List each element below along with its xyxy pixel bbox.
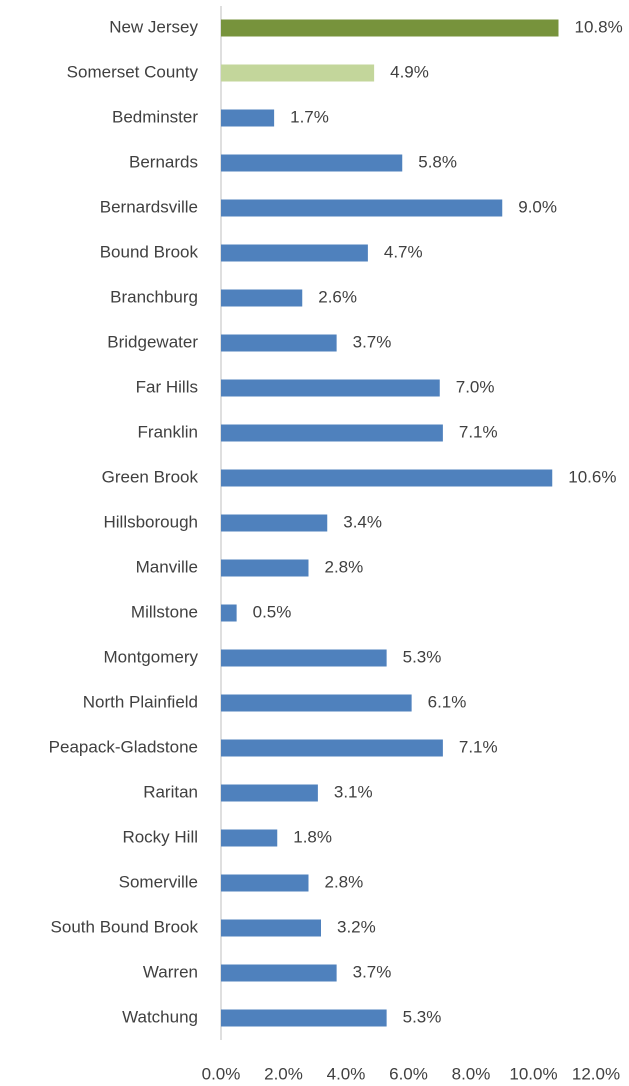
bar xyxy=(221,649,387,667)
data-label: 0.5% xyxy=(253,602,292,621)
data-label: 6.1% xyxy=(428,692,467,711)
y-tick-label: Bernardsville xyxy=(100,197,198,216)
y-tick-label: Raritan xyxy=(143,782,198,801)
y-tick-label: Manville xyxy=(136,557,198,576)
data-label: 2.6% xyxy=(318,287,357,306)
data-label: 2.8% xyxy=(325,557,364,576)
x-tick-label: 2.0% xyxy=(264,1064,303,1083)
data-label: 4.7% xyxy=(384,242,423,261)
y-tick-label: Rocky Hill xyxy=(122,827,198,846)
y-tick-label: Bound Brook xyxy=(100,242,199,261)
y-tick-label: Somerville xyxy=(119,872,198,891)
data-label: 3.4% xyxy=(343,512,382,531)
data-label: 10.8% xyxy=(575,17,623,36)
bar xyxy=(221,64,375,82)
bar xyxy=(221,1009,387,1027)
y-tick-label: North Plainfield xyxy=(83,692,198,711)
y-tick-label: Far Hills xyxy=(136,377,198,396)
x-tick-label: 8.0% xyxy=(452,1064,491,1083)
data-label: 1.8% xyxy=(293,827,332,846)
y-tick-label: South Bound Brook xyxy=(51,917,199,936)
bar xyxy=(221,829,278,847)
x-tick-label: 4.0% xyxy=(327,1064,366,1083)
data-label: 3.7% xyxy=(353,332,392,351)
y-tick-label: Branchburg xyxy=(110,287,198,306)
y-tick-label: Somerset County xyxy=(67,62,199,81)
bar xyxy=(221,379,440,397)
bar xyxy=(221,19,559,37)
bar xyxy=(221,559,309,577)
y-tick-label: New Jersey xyxy=(109,17,198,36)
bar xyxy=(221,784,318,802)
x-tick-label: 6.0% xyxy=(389,1064,428,1083)
bar xyxy=(221,424,443,442)
data-label: 10.6% xyxy=(568,467,616,486)
bar xyxy=(221,739,443,757)
y-tick-label: Green Brook xyxy=(102,467,199,486)
bar xyxy=(221,874,309,892)
data-label: 5.3% xyxy=(403,647,442,666)
bar xyxy=(221,109,275,127)
bar xyxy=(221,919,321,937)
y-tick-label: Bridgewater xyxy=(107,332,198,351)
x-tick-label: 0.0% xyxy=(202,1064,241,1083)
bar xyxy=(221,694,412,712)
data-label: 3.2% xyxy=(337,917,376,936)
x-tick-label: 12.0% xyxy=(572,1064,620,1083)
bar xyxy=(221,334,337,352)
data-label: 1.7% xyxy=(290,107,329,126)
data-label: 5.3% xyxy=(403,1007,442,1026)
data-label: 7.1% xyxy=(459,737,498,756)
x-tick-label: 10.0% xyxy=(509,1064,557,1083)
y-tick-label: Hillsborough xyxy=(104,512,199,531)
data-label: 7.1% xyxy=(459,422,498,441)
y-tick-label: Warren xyxy=(143,962,198,981)
bar xyxy=(221,604,237,622)
bar xyxy=(221,514,328,532)
data-label: 7.0% xyxy=(456,377,495,396)
bar xyxy=(221,244,368,262)
bar xyxy=(221,964,337,982)
data-label: 2.8% xyxy=(325,872,364,891)
y-tick-label: Bernards xyxy=(129,152,198,171)
data-label: 3.1% xyxy=(334,782,373,801)
bar xyxy=(221,469,553,487)
y-tick-label: Franklin xyxy=(138,422,198,441)
y-tick-label: Watchung xyxy=(122,1007,198,1026)
y-tick-label: Peapack-Gladstone xyxy=(49,737,198,756)
data-label: 3.7% xyxy=(353,962,392,981)
y-tick-label: Millstone xyxy=(131,602,198,621)
data-label: 5.8% xyxy=(418,152,457,171)
y-tick-label: Bedminster xyxy=(112,107,198,126)
y-tick-label: Montgomery xyxy=(104,647,199,666)
bar xyxy=(221,199,503,217)
bar xyxy=(221,289,303,307)
data-label: 4.9% xyxy=(390,62,429,81)
bar xyxy=(221,154,403,172)
data-label: 9.0% xyxy=(518,197,557,216)
